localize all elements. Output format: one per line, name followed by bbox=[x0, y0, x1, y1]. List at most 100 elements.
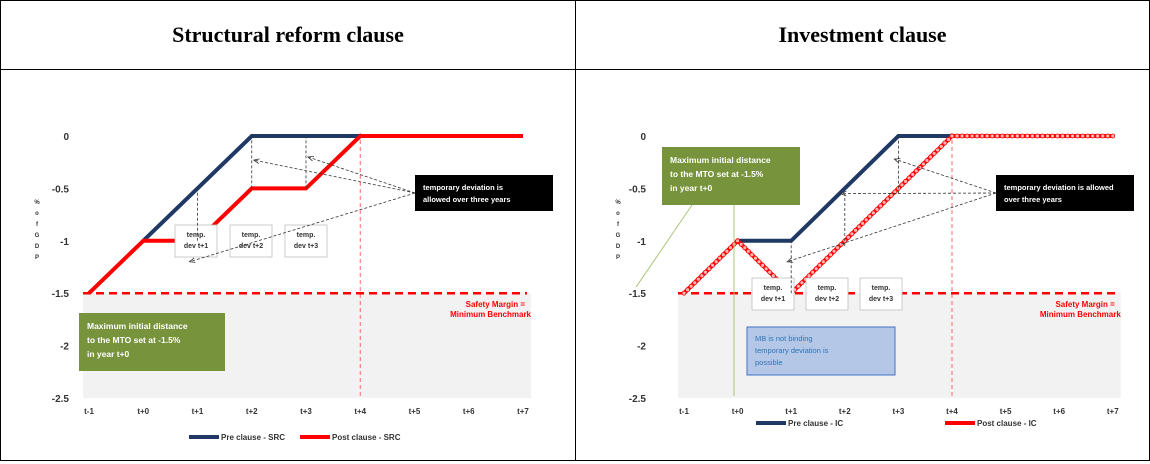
series-post-marker bbox=[1070, 133, 1076, 139]
arrow-head bbox=[252, 158, 260, 164]
series-post-marker bbox=[870, 210, 876, 216]
temp-dev-box bbox=[284, 224, 328, 258]
series-post-marker bbox=[1045, 133, 1050, 139]
series-post-marker bbox=[853, 227, 858, 233]
benchmark-label: Minimum Benchmark bbox=[450, 310, 531, 319]
series-post-marker bbox=[892, 189, 898, 195]
y-tick-label: -2 bbox=[637, 342, 646, 353]
series-post-marker bbox=[845, 234, 851, 240]
benchmark-label: Safety Margin = bbox=[1055, 300, 1115, 309]
y-tick-label: -1 bbox=[637, 237, 646, 248]
temp-dev-label: temp. bbox=[872, 285, 891, 292]
series-post-marker bbox=[838, 241, 844, 247]
x-tick-label: t+6 bbox=[463, 407, 475, 416]
annotation-green-text: in year t+0 bbox=[670, 183, 713, 193]
temp-dev-label: temp. bbox=[764, 285, 783, 292]
annotation-green-box bbox=[79, 313, 225, 371]
temp-dev-label: dev t+2 bbox=[815, 296, 839, 303]
benchmark-label: Minimum Benchmark bbox=[1040, 310, 1121, 319]
series-post-marker bbox=[888, 192, 894, 198]
series-post-marker bbox=[742, 245, 748, 251]
annotation-blue-text: possible bbox=[755, 358, 783, 367]
series-post-marker bbox=[999, 133, 1005, 139]
annotation-black-text: temporary deviation is bbox=[423, 183, 503, 192]
series-post-marker bbox=[720, 252, 726, 258]
series-post-marker bbox=[1060, 133, 1065, 139]
temp-dev-label: temp. bbox=[818, 285, 837, 292]
series-post-marker bbox=[856, 224, 862, 230]
series-post-marker bbox=[959, 133, 965, 139]
legend-label: Post clause - SRC bbox=[332, 433, 401, 442]
chart-ic: 0 -0.5 -1 -1.5 -2 -2.5 t-1 t+0 t+1 t+2 t+3 t+4 t+5 t+… bbox=[615, 132, 1134, 428]
series-post-marker bbox=[910, 172, 916, 177]
series-post-marker bbox=[1055, 133, 1060, 139]
series-post-marker bbox=[724, 248, 730, 254]
legend-label: Post clause - IC bbox=[977, 419, 1037, 428]
x-tick-label: t+0 bbox=[137, 407, 149, 416]
legend-label: Pre clause - SRC bbox=[221, 433, 285, 442]
series-post-marker bbox=[913, 168, 919, 174]
series-post-marker bbox=[964, 133, 970, 139]
y-axis-label-char: % bbox=[615, 200, 621, 206]
temp-dev-label: dev t+3 bbox=[294, 243, 318, 250]
series-post-marker bbox=[1029, 133, 1035, 139]
x-tick-label: t-1 bbox=[84, 407, 94, 416]
series-post-marker bbox=[899, 182, 905, 188]
series-post-marker bbox=[1085, 133, 1091, 139]
series-post-marker bbox=[1105, 133, 1111, 139]
title-structural-reform: Structural reform clause bbox=[0, 0, 576, 70]
arrow-head bbox=[786, 257, 794, 263]
arrow-head bbox=[188, 257, 196, 263]
series-post-marker bbox=[1100, 133, 1106, 139]
series-post-marker bbox=[763, 266, 769, 272]
legend-label: Pre clause - IC bbox=[788, 419, 843, 428]
y-tick-label: -2.5 bbox=[629, 394, 647, 405]
series-post-marker bbox=[753, 255, 758, 261]
annotation-black-text: temporary deviation is allowed bbox=[1004, 183, 1114, 192]
y-axis-label-char: f bbox=[617, 222, 620, 228]
arrow-head bbox=[839, 190, 847, 197]
arrow-head bbox=[307, 156, 315, 162]
series-post-marker bbox=[817, 262, 823, 268]
annotation-black-text: over three years bbox=[1004, 195, 1062, 204]
series-post-marker bbox=[1004, 133, 1010, 139]
temp-dev-label: dev t+1 bbox=[184, 243, 208, 250]
arrow-line bbox=[894, 158, 997, 194]
temp-dev-label: temp. bbox=[297, 232, 316, 239]
arrow-line bbox=[307, 156, 416, 194]
series-post-marker bbox=[969, 133, 975, 139]
arrow-line bbox=[787, 192, 997, 263]
arrow-head bbox=[893, 158, 901, 164]
temp-dev-box bbox=[805, 277, 849, 311]
y-tick-label: 0 bbox=[63, 132, 69, 143]
panel-ic: 0 -0.5 -1 -1.5 -2 -2.5 t-1 t+0 t+1 t+2 t+3 t+4 t+5 t+… bbox=[575, 69, 1150, 461]
series-post-marker bbox=[703, 269, 708, 275]
x-tick-label: t+1 bbox=[785, 407, 797, 416]
series-post-marker bbox=[713, 259, 719, 265]
panel-title-text: Investment clause bbox=[778, 22, 947, 47]
y-axis-label-char: % bbox=[34, 200, 40, 206]
x-tick-label: t+1 bbox=[192, 407, 204, 416]
temp-dev-label: dev t+3 bbox=[869, 296, 893, 303]
chart-src: 0 -0.5 -1 -1.5 -2 -2.5 t-1 t+0 t+1 t+2 t+3 t+4 t+5 t+… bbox=[34, 132, 553, 442]
series-post-line bbox=[87, 134, 523, 295]
x-tick-label: t+4 bbox=[946, 407, 958, 416]
y-axis-label-char: G bbox=[616, 233, 621, 239]
y-tick-label: -1.5 bbox=[629, 289, 647, 300]
series-post-marker bbox=[770, 273, 776, 279]
series-post-marker bbox=[1024, 133, 1030, 139]
series-post-marker bbox=[728, 245, 733, 251]
arrow-line bbox=[253, 159, 416, 194]
series-post-marker bbox=[692, 280, 698, 286]
y-tick-label: -0.5 bbox=[629, 184, 647, 195]
arrow-line bbox=[840, 192, 997, 195]
annotation-black-box bbox=[996, 175, 1134, 211]
series-post-marker bbox=[1065, 133, 1070, 139]
annotation-black-box bbox=[415, 175, 553, 211]
series-post-marker bbox=[1095, 133, 1101, 139]
x-tick-label: t+7 bbox=[517, 407, 529, 416]
y-axis-label-char: f bbox=[36, 222, 39, 228]
series-post-marker bbox=[685, 287, 690, 293]
series-post-marker bbox=[824, 255, 830, 261]
